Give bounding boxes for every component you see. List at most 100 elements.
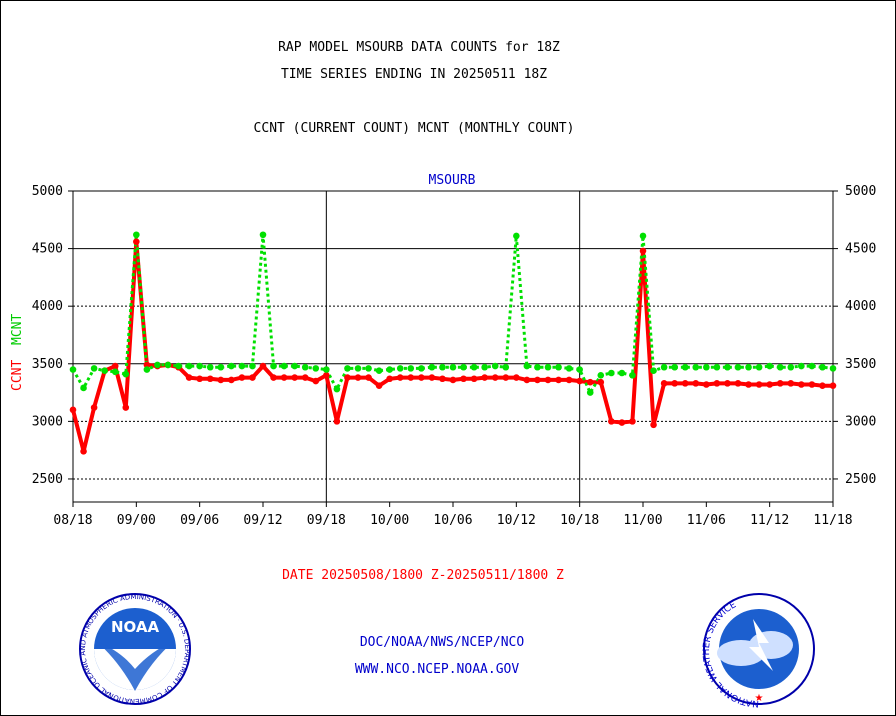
point-mcnt <box>386 366 393 373</box>
point-ccnt <box>449 376 457 384</box>
point-mcnt <box>734 363 742 371</box>
point-mcnt <box>639 232 647 240</box>
point-ccnt <box>312 377 320 385</box>
point-mcnt <box>829 365 837 372</box>
point-ccnt <box>819 382 826 389</box>
noaa-logo-icon: NATIONAL OCEANIC AND ATMOSPHERIC ADMINIS… <box>1 1 191 705</box>
point-mcnt <box>301 363 309 371</box>
point-ccnt <box>439 375 446 383</box>
point-mcnt <box>629 371 636 379</box>
point-mcnt <box>164 361 172 369</box>
chart-title: RAP MODEL MSOURB DATA COUNTS for 18Z <box>278 40 560 55</box>
y-tick-label-right: 4000 <box>845 299 876 314</box>
noaa-logo-text: NOAA <box>111 618 160 636</box>
point-mcnt <box>787 363 795 371</box>
point-mcnt <box>175 362 182 370</box>
ylabel-ccnt: CCNT <box>10 360 25 391</box>
point-ccnt <box>396 374 404 381</box>
point-ccnt <box>196 375 203 383</box>
y-tick-label-right: 4500 <box>845 242 876 257</box>
point-mcnt <box>428 363 436 371</box>
point-mcnt <box>418 365 425 372</box>
point-ccnt <box>787 380 795 387</box>
nws-star-icon: ★ <box>755 693 764 704</box>
point-mcnt <box>713 363 721 371</box>
point-ccnt <box>291 374 298 381</box>
point-mcnt <box>481 363 488 371</box>
point-ccnt <box>597 378 605 386</box>
point-mcnt <box>407 365 415 372</box>
point-mcnt <box>249 362 256 370</box>
point-mcnt <box>439 363 446 371</box>
point-mcnt <box>586 389 594 396</box>
y-tick-label-left: 3500 <box>32 357 63 372</box>
point-mcnt <box>671 363 678 371</box>
noaa-ring-text: NATIONAL OCEANIC AND ATMOSPHERIC ADMINIS… <box>1 1 191 705</box>
point-mcnt <box>133 231 140 239</box>
point-ccnt <box>133 238 140 245</box>
point-mcnt <box>660 363 668 371</box>
point-ccnt <box>185 374 193 381</box>
point-ccnt <box>375 382 383 389</box>
y-tick-label-right: 5000 <box>845 184 876 199</box>
point-mcnt <box>755 363 763 371</box>
point-ccnt <box>713 380 721 387</box>
point-ccnt <box>618 419 626 426</box>
x-tick-label: 09/18 <box>307 513 346 528</box>
point-ccnt <box>829 382 837 389</box>
point-ccnt <box>354 374 362 381</box>
point-mcnt <box>555 363 562 371</box>
y-tick-label-left: 4500 <box>32 242 63 257</box>
x-tick-label: 11/18 <box>813 513 852 528</box>
grid <box>73 191 833 502</box>
point-ccnt <box>143 361 151 369</box>
point-mcnt <box>650 367 657 374</box>
point-ccnt <box>660 380 668 387</box>
x-tick-label: 11/06 <box>687 513 726 528</box>
y-tick-label-right: 3500 <box>845 357 876 372</box>
point-mcnt <box>80 384 87 392</box>
point-ccnt <box>724 380 731 387</box>
x-tick-label: 10/18 <box>560 513 599 528</box>
x-tick-label: 11/00 <box>623 513 662 528</box>
point-mcnt <box>460 363 467 371</box>
plot-frame <box>72 190 834 503</box>
panel-title: MSOURB <box>429 173 476 188</box>
nws-logo-icon: NATIONAL WEATHER SERVICE ★ <box>702 593 815 708</box>
point-ccnt <box>502 374 510 381</box>
point-ccnt <box>259 362 267 370</box>
point-mcnt <box>766 362 773 370</box>
y-tick-label-left: 4000 <box>32 299 63 314</box>
point-ccnt <box>333 418 341 425</box>
point-ccnt <box>798 381 805 388</box>
point-mcnt <box>513 232 520 240</box>
point-ccnt <box>565 376 573 384</box>
point-mcnt <box>808 362 816 370</box>
point-mcnt <box>69 366 77 373</box>
point-mcnt <box>122 370 130 378</box>
point-mcnt <box>576 366 583 373</box>
y-tick-label-right: 3000 <box>845 414 876 429</box>
point-mcnt <box>344 365 351 372</box>
x-tick-label: 11/12 <box>750 513 789 528</box>
point-ccnt <box>323 371 330 379</box>
point-ccnt <box>703 381 710 388</box>
point-ccnt <box>301 374 309 381</box>
point-mcnt <box>228 362 235 370</box>
point-mcnt <box>618 369 626 377</box>
point-ccnt <box>238 374 246 381</box>
point-ccnt <box>386 375 393 383</box>
point-ccnt <box>481 374 488 381</box>
point-mcnt <box>470 363 478 371</box>
point-ccnt <box>681 380 689 387</box>
x-tick-label: 10/00 <box>370 513 409 528</box>
org-line: DOC/NOAA/NWS/NCEP/NCO <box>360 635 525 650</box>
point-ccnt <box>428 374 436 381</box>
point-ccnt <box>671 380 678 387</box>
point-ccnt <box>755 381 763 388</box>
point-mcnt <box>143 366 151 373</box>
point-mcnt <box>111 368 119 376</box>
point-ccnt <box>217 376 225 384</box>
point-ccnt <box>734 380 742 387</box>
point-mcnt <box>291 362 298 370</box>
